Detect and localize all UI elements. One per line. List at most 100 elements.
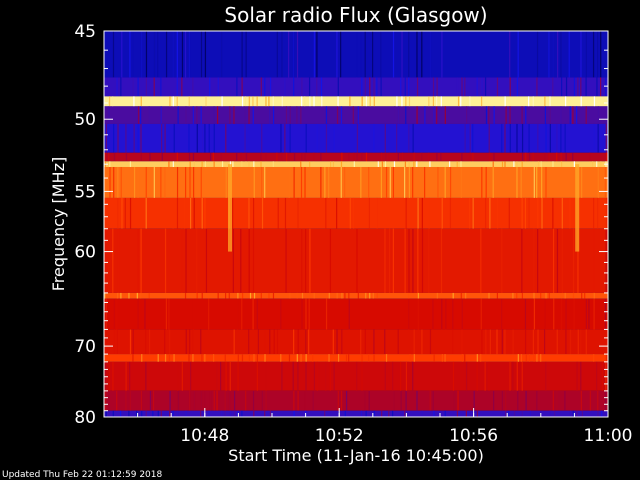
heatmap-texture — [293, 390, 295, 411]
heatmap-texture — [581, 410, 584, 417]
heatmap-texture — [293, 410, 295, 417]
heatmap-texture — [564, 390, 566, 411]
heatmap-texture — [137, 106, 140, 124]
heatmap-texture — [280, 152, 283, 162]
heatmap-texture — [164, 123, 166, 153]
heatmap-texture — [236, 152, 238, 162]
heatmap-texture — [153, 77, 155, 97]
heatmap-texture — [456, 161, 458, 167]
heatmap-texture — [133, 123, 135, 153]
heatmap-texture — [112, 410, 114, 417]
heatmap-texture — [593, 298, 595, 330]
heatmap-texture — [596, 361, 598, 391]
heatmap-texture — [328, 354, 330, 362]
heatmap-texture — [493, 106, 495, 124]
heatmap-texture — [565, 298, 567, 330]
heatmap-texture — [361, 361, 363, 391]
heatmap-texture — [188, 123, 190, 153]
heatmap-texture — [556, 123, 558, 153]
heatmap-texture — [117, 292, 119, 299]
heatmap-texture — [332, 161, 335, 167]
heatmap-texture — [176, 197, 179, 229]
heatmap-texture — [485, 166, 487, 198]
heatmap-texture — [361, 152, 363, 162]
heatmap-texture — [432, 77, 435, 97]
heatmap-texture — [281, 361, 283, 391]
heatmap-texture — [296, 31, 299, 78]
heatmap-texture — [208, 298, 210, 330]
heatmap-texture — [552, 161, 554, 167]
heatmap-texture — [581, 292, 583, 299]
heatmap-texture — [364, 77, 366, 97]
heatmap-texture — [452, 298, 454, 330]
heatmap-texture — [145, 77, 147, 97]
heatmap-texture — [441, 197, 443, 229]
heatmap-texture — [285, 228, 287, 293]
heatmap-texture — [357, 292, 359, 299]
heatmap-band-5 — [104, 152, 608, 162]
heatmap-texture — [384, 123, 386, 153]
heatmap-texture — [436, 152, 438, 162]
heatmap-texture — [397, 152, 399, 162]
heatmap-texture — [164, 228, 167, 293]
heatmap-texture — [117, 228, 120, 293]
heatmap-texture — [492, 166, 494, 198]
heatmap-texture — [188, 96, 190, 107]
y-tick-label: 45 — [74, 22, 96, 42]
heatmap-texture — [125, 361, 127, 391]
heatmap-texture — [429, 329, 432, 355]
heatmap-texture — [193, 197, 195, 229]
heatmap-texture — [576, 361, 578, 391]
heatmap-texture — [117, 123, 119, 153]
heatmap-texture — [436, 96, 438, 107]
heatmap-texture — [305, 123, 307, 153]
heatmap-texture — [160, 410, 162, 417]
heatmap-texture — [325, 123, 328, 153]
heatmap-texture — [176, 152, 178, 162]
heatmap-band-6 — [104, 161, 608, 167]
heatmap-texture — [605, 123, 607, 153]
heatmap-texture — [581, 166, 583, 198]
heatmap-texture — [481, 96, 483, 107]
heatmap-texture — [585, 77, 587, 97]
heatmap-texture — [241, 292, 244, 299]
heatmap-texture — [148, 106, 150, 124]
heatmap-texture — [280, 123, 282, 153]
heatmap-texture — [368, 354, 370, 362]
heatmap-texture — [232, 197, 234, 229]
heatmap-texture — [192, 329, 194, 355]
heatmap-texture — [305, 228, 307, 293]
heatmap-texture — [493, 390, 495, 411]
heatmap-texture — [436, 77, 438, 97]
heatmap-texture — [509, 106, 511, 124]
heatmap-texture — [464, 77, 466, 97]
heatmap-texture — [549, 410, 551, 417]
heatmap-texture — [184, 31, 187, 78]
heatmap-texture — [161, 123, 163, 153]
heatmap-texture — [589, 390, 591, 411]
heatmap-texture — [228, 292, 230, 299]
heatmap-texture — [521, 197, 523, 229]
heatmap-texture — [221, 161, 224, 167]
heatmap-texture — [300, 166, 303, 198]
heatmap-texture — [284, 197, 287, 229]
heatmap-texture — [108, 410, 110, 417]
heatmap-texture — [233, 410, 236, 417]
heatmap-texture — [224, 354, 226, 362]
heatmap-texture — [184, 197, 186, 229]
y-tick-label: 60 — [74, 243, 96, 263]
heatmap-texture — [309, 96, 311, 107]
heatmap-texture — [228, 390, 231, 411]
heatmap-texture — [516, 166, 518, 198]
heatmap-texture — [452, 361, 455, 391]
heatmap-texture — [560, 123, 562, 153]
heatmap-texture — [384, 228, 386, 293]
heatmap-texture — [532, 96, 534, 107]
heatmap-texture — [528, 354, 531, 362]
heatmap-texture — [580, 96, 582, 107]
heatmap-texture — [444, 106, 446, 124]
heatmap-texture — [196, 292, 198, 299]
heatmap-texture — [528, 96, 530, 107]
heatmap-texture — [533, 292, 535, 299]
heatmap-texture — [569, 106, 571, 124]
